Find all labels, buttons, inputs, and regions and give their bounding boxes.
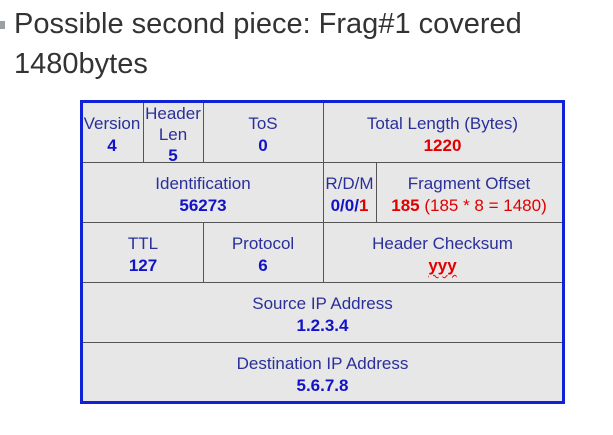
destination-ip-field: Destination IP Address 5.6.7.8 bbox=[83, 354, 562, 396]
header-checksum-value: yyy bbox=[428, 256, 457, 275]
ip-header-diagram: Version 4 Header Len 5 ToS 0 Total Lengt… bbox=[80, 100, 565, 404]
protocol-value: 6 bbox=[258, 256, 268, 275]
version-field: Version 4 bbox=[80, 114, 144, 156]
flags-label: R/D/M bbox=[325, 174, 374, 193]
protocol-field: Protocol 6 bbox=[203, 234, 323, 276]
total-length-field: Total Length (Bytes) 1220 bbox=[323, 114, 562, 156]
destination-ip-value: 5.6.7.8 bbox=[296, 376, 349, 395]
version-value: 4 bbox=[107, 136, 117, 155]
total-length-value: 1220 bbox=[423, 136, 462, 155]
flags-value-m: 1 bbox=[358, 196, 369, 215]
row-divider bbox=[83, 342, 562, 343]
ttl-label: TTL bbox=[127, 234, 159, 253]
ttl-field: TTL 127 bbox=[83, 234, 203, 276]
fragment-offset-value: 185 bbox=[391, 196, 420, 215]
column-divider bbox=[203, 103, 204, 162]
tos-label: ToS bbox=[248, 114, 278, 133]
identification-label: Identification bbox=[155, 174, 251, 193]
source-ip-label: Source IP Address bbox=[252, 294, 393, 313]
total-length-label: Total Length (Bytes) bbox=[366, 114, 519, 133]
column-divider bbox=[376, 163, 377, 222]
header-len-field: Header Len 5 bbox=[143, 103, 203, 166]
flags-field: R/D/M 0/0/1 bbox=[323, 174, 376, 216]
identification-field: Identification 56273 bbox=[83, 174, 323, 216]
source-ip-value: 1.2.3.4 bbox=[296, 316, 349, 335]
header-len-value: 5 bbox=[168, 146, 178, 165]
fragment-offset-value-line: 185 (185 * 8 = 1480) bbox=[376, 196, 562, 216]
fragment-offset-note: (185 * 8 = 1480) bbox=[424, 196, 547, 215]
protocol-label: Protocol bbox=[231, 234, 295, 253]
slide-title: Possible second piece: Frag#1 covered 14… bbox=[14, 8, 522, 80]
column-divider bbox=[203, 223, 204, 282]
header-len-label-line2: Len bbox=[158, 125, 188, 144]
tos-field: ToS 0 bbox=[203, 114, 323, 156]
fragment-offset-field: Fragment Offset 185 (185 * 8 = 1480) bbox=[376, 174, 562, 216]
version-label: Version bbox=[83, 114, 141, 133]
column-divider bbox=[323, 103, 324, 282]
row-divider bbox=[83, 222, 562, 223]
row-divider bbox=[83, 282, 562, 283]
destination-ip-label: Destination IP Address bbox=[236, 354, 409, 373]
row-divider bbox=[83, 162, 562, 163]
flags-value-rd: 0/0/ bbox=[330, 196, 359, 215]
header-len-label-line1: Header bbox=[145, 104, 201, 123]
header-checksum-field: Header Checksum yyy bbox=[323, 234, 562, 276]
flags-value: 0/0/1 bbox=[323, 196, 376, 216]
source-ip-field: Source IP Address 1.2.3.4 bbox=[83, 294, 562, 336]
column-divider bbox=[143, 103, 144, 162]
tos-value: 0 bbox=[258, 136, 268, 155]
header-checksum-value-line: yyy bbox=[323, 256, 562, 276]
bullet-marker bbox=[0, 21, 5, 29]
fragment-offset-label: Fragment Offset bbox=[407, 174, 531, 193]
ttl-value: 127 bbox=[128, 256, 158, 275]
identification-value: 56273 bbox=[179, 196, 227, 215]
header-checksum-label: Header Checksum bbox=[372, 234, 513, 253]
